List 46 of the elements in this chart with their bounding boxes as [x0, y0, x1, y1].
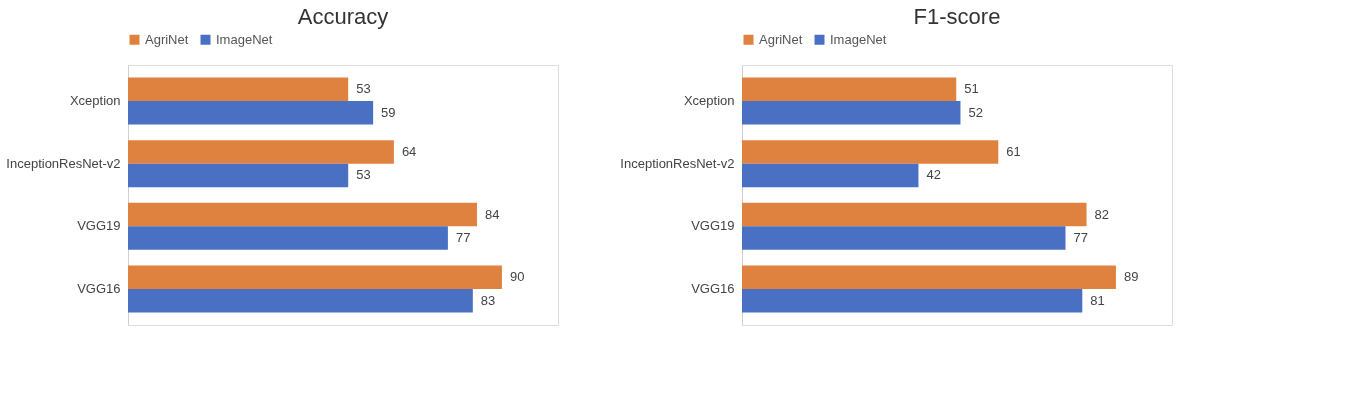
- data-label: 77: [455, 230, 471, 246]
- bar: [742, 163, 919, 188]
- data-label: 90: [509, 269, 525, 285]
- legend-label: AgriNet: [759, 31, 803, 47]
- data-label: 84: [484, 206, 500, 222]
- data-label: 51: [964, 81, 979, 97]
- y-tick-label: InceptionResNet-v2: [6, 155, 121, 171]
- bar: [128, 140, 394, 164]
- bar: [128, 77, 349, 102]
- data-label: 83: [480, 292, 496, 308]
- bar: [742, 265, 1116, 289]
- chart-title: Accuracy: [297, 4, 389, 29]
- bar: [128, 288, 473, 313]
- bar: [128, 163, 349, 188]
- data-label: 53: [356, 167, 371, 183]
- y-tick-label: VGG16: [691, 280, 735, 296]
- data-label: 64: [401, 143, 417, 159]
- legend-label: ImageNet: [830, 31, 887, 47]
- bar: [128, 202, 477, 227]
- legend-label: ImageNet: [216, 31, 273, 47]
- bar: [742, 288, 1083, 313]
- data-label: 53: [356, 81, 371, 97]
- data-label: 81: [1090, 292, 1105, 308]
- bar: [742, 226, 1066, 250]
- data-label: 42: [926, 167, 941, 183]
- y-tick-label: VGG19: [77, 218, 121, 234]
- bar: [128, 226, 448, 250]
- bar: [742, 140, 999, 164]
- bar: [742, 202, 1087, 227]
- data-label: 89: [1123, 269, 1139, 285]
- y-tick-label: Xception: [69, 93, 121, 109]
- data-label: 61: [1006, 143, 1021, 159]
- data-label: 82: [1094, 206, 1109, 222]
- y-tick-label: VGG19: [691, 218, 735, 234]
- data-label: 77: [1073, 230, 1088, 246]
- bar: [742, 101, 961, 125]
- data-label: 52: [968, 104, 983, 120]
- y-tick-label: VGG16: [77, 280, 121, 296]
- data-label: 59: [381, 104, 396, 120]
- bar: [128, 101, 374, 125]
- bar: [128, 265, 502, 289]
- y-tick-label: Xception: [683, 93, 735, 109]
- legend-label: AgriNet: [145, 31, 189, 47]
- y-tick-label: InceptionResNet-v2: [620, 155, 735, 171]
- chart-title: F1-score: [913, 4, 1001, 29]
- bar: [742, 77, 957, 102]
